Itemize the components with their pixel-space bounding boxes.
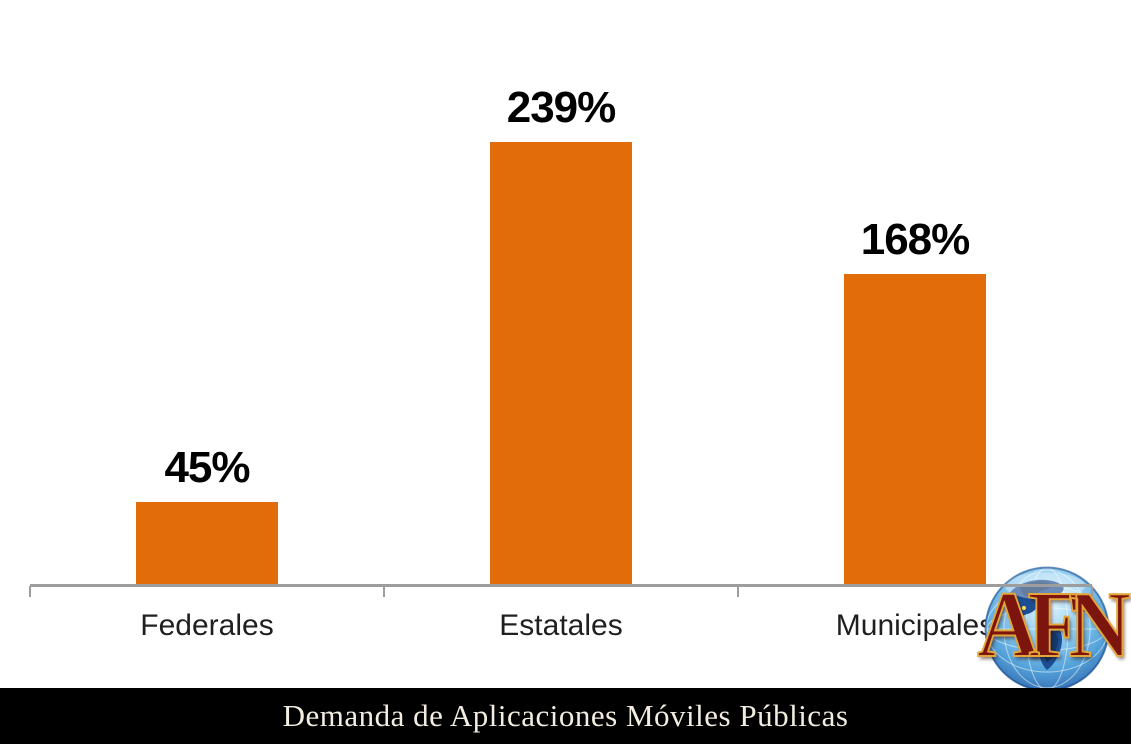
bar-group-municipales: 168% [738, 215, 1092, 586]
x-axis-tick [1091, 586, 1093, 597]
bar-value-label-estatales: 239% [506, 83, 617, 132]
x-axis-tick [29, 586, 31, 597]
category-label-estatales: Estatales [499, 609, 623, 642]
bar-group-federales: 45% [30, 443, 384, 586]
bar-municipales [844, 274, 986, 586]
bar-federales [136, 502, 278, 586]
x-axis-tick [737, 586, 739, 597]
globe-icon [984, 566, 1110, 692]
bar-group-estatales: 239% [384, 83, 738, 586]
category-label-municipales: Municipales [835, 609, 995, 642]
bar-value-label-federales: 45% [164, 443, 250, 492]
footer-title-bar: Demanda de Aplicaciones Móviles Públicas [0, 688, 1131, 744]
x-axis-line [30, 584, 1092, 587]
bar-value-label-municipales: 168% [860, 215, 971, 264]
x-axis-tick [383, 586, 385, 597]
afn-logo-text: AFN [976, 573, 1131, 677]
chart-title: Demanda de Aplicaciones Móviles Públicas [282, 698, 849, 733]
category-label-federales: Federales [140, 609, 274, 642]
bar-estatales [490, 142, 632, 586]
